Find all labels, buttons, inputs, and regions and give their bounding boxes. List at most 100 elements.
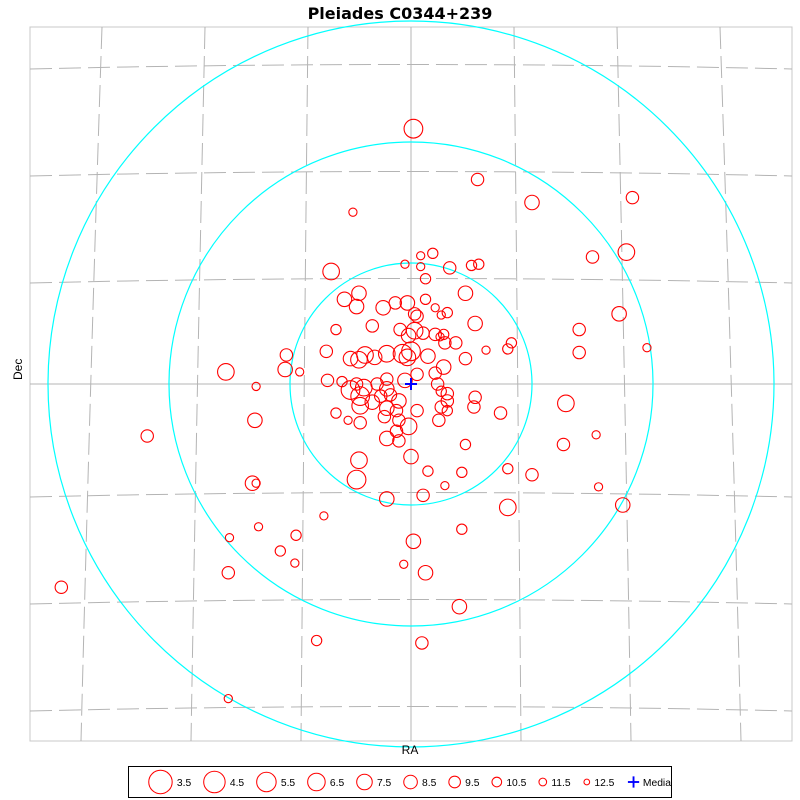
distance-rings — [47, 20, 775, 748]
legend-marker — [538, 777, 548, 787]
star-point — [353, 415, 367, 430]
star-point — [465, 259, 478, 272]
star-point — [572, 345, 586, 360]
legend-label: 4.5 — [230, 778, 245, 789]
star-point — [502, 343, 514, 355]
star-point — [319, 344, 334, 359]
star-point — [502, 463, 514, 475]
star-point — [498, 498, 517, 517]
star-point — [375, 299, 391, 316]
star-point — [319, 511, 329, 521]
star-point — [356, 346, 374, 364]
star-point — [493, 406, 508, 420]
star-point — [458, 351, 473, 366]
star-point — [428, 366, 442, 380]
star-point — [407, 307, 422, 321]
star-point — [467, 400, 481, 414]
star-point — [336, 291, 353, 308]
star-point — [420, 348, 436, 364]
star-point — [403, 448, 419, 465]
star-point — [430, 303, 440, 313]
legend-label: 12.5 — [594, 778, 614, 789]
star-point — [467, 315, 483, 332]
star-point — [251, 381, 261, 392]
star-point — [224, 533, 235, 543]
star-point — [348, 207, 358, 217]
star-point — [449, 336, 463, 350]
star-point — [481, 345, 491, 355]
legend-label: 6.5 — [330, 778, 345, 789]
star-point — [470, 172, 485, 187]
y-axis-label: Dec — [11, 358, 25, 380]
star-point — [247, 412, 263, 429]
star-markers — [54, 118, 652, 704]
star-point — [419, 293, 432, 305]
star-point — [437, 328, 450, 341]
legend-label: Median — [643, 778, 672, 789]
star-point — [557, 394, 575, 413]
legend-label: 9.5 — [465, 778, 480, 789]
star-point — [351, 396, 370, 415]
star-point — [54, 580, 69, 595]
star-point — [399, 559, 409, 569]
legend-label: 7.5 — [377, 778, 392, 789]
star-point — [585, 250, 600, 264]
distance-ring — [47, 20, 775, 748]
star-point — [441, 404, 453, 417]
star-point — [350, 451, 368, 470]
star-point — [525, 467, 539, 482]
star-point — [383, 388, 398, 402]
star-point — [274, 545, 287, 557]
star-point — [410, 367, 424, 382]
legend-marker — [203, 770, 226, 794]
star-point — [392, 413, 406, 428]
star-point — [410, 403, 424, 418]
star-point — [416, 488, 430, 503]
star-point — [217, 363, 235, 381]
legend-label: 10.5 — [506, 778, 526, 789]
star-point — [614, 497, 631, 513]
star-point — [310, 634, 323, 647]
star-point — [457, 285, 474, 302]
star-point — [427, 247, 439, 260]
star-point — [351, 285, 367, 302]
star-point — [419, 273, 432, 285]
star-point — [364, 394, 381, 410]
star-point — [642, 343, 652, 353]
legend-marker — [148, 769, 173, 795]
star-point — [348, 298, 365, 315]
star-point — [524, 194, 540, 211]
star-point — [422, 465, 434, 477]
star-point — [400, 259, 410, 269]
star-point — [389, 403, 404, 418]
star-point — [279, 348, 294, 362]
star-point — [377, 344, 396, 363]
star-point — [349, 377, 364, 391]
star-point — [400, 327, 417, 344]
star-point — [377, 409, 392, 424]
star-point — [223, 693, 233, 704]
star-point — [459, 438, 472, 451]
star-point — [350, 386, 371, 407]
star-point — [572, 322, 586, 337]
legend-marker — [403, 774, 418, 790]
star-point — [611, 306, 627, 322]
legend-marker — [583, 778, 591, 786]
legend-marker — [448, 775, 461, 789]
star-point — [277, 361, 293, 378]
star-point — [346, 469, 367, 490]
star-point — [468, 390, 482, 405]
chart-title: Pleiades C0344+239 — [307, 4, 493, 23]
star-point — [416, 261, 426, 272]
star-point — [340, 380, 361, 400]
star-point — [397, 372, 413, 389]
legend-label: 8.5 — [422, 778, 437, 789]
chart-legend: 3.5 4.5 5.5 6.5 7.5 8.5 9.5 10.5 11.5 12.5 Median — [128, 766, 672, 798]
star-point — [591, 430, 601, 440]
star-point — [416, 251, 426, 261]
star-point — [290, 558, 300, 568]
star-point — [625, 190, 640, 205]
star-point — [221, 566, 236, 580]
star-point — [389, 424, 404, 438]
star-point — [505, 337, 518, 349]
